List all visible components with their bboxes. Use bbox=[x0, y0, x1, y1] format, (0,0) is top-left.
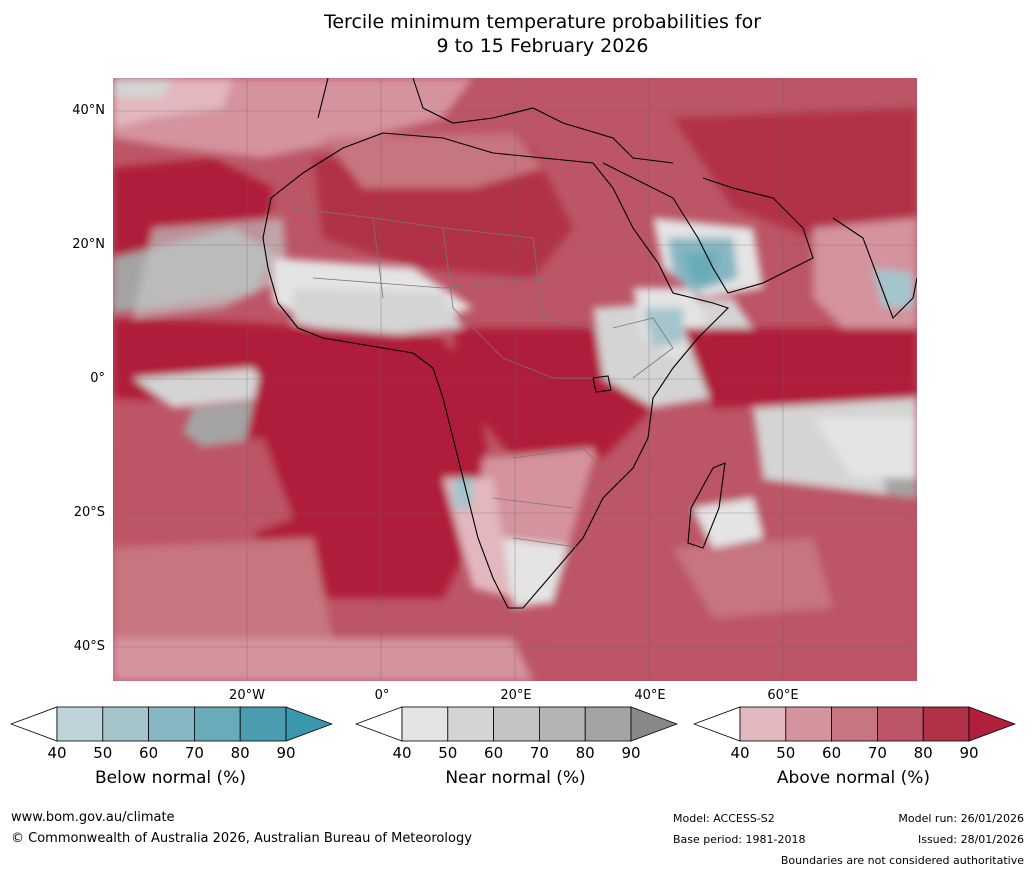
colorbar-tick-label: 80 bbox=[230, 744, 250, 762]
colorbar-segment bbox=[102, 706, 150, 742]
colorbar-tick-label: 40 bbox=[47, 744, 67, 762]
colorbar-tick-label: 40 bbox=[392, 744, 412, 762]
boundaries-text: Boundaries are not considered authoritat… bbox=[780, 854, 1024, 867]
coastlines bbox=[262, 78, 917, 609]
lon-label-40e: 40°E bbox=[634, 688, 666, 703]
base-period-text: Base period: 1981-2018 bbox=[673, 833, 806, 846]
colorbar-segment bbox=[148, 706, 195, 742]
title-line-2: 9 to 15 February 2026 bbox=[436, 35, 649, 57]
colorbar-segment bbox=[239, 706, 287, 742]
website-text: www.bom.gov.au/climate bbox=[11, 810, 175, 825]
colorbar-tick-label: 90 bbox=[276, 744, 296, 762]
colorbar-tick-label: 40 bbox=[730, 744, 750, 762]
colorbar-tick-label: 50 bbox=[438, 744, 458, 762]
colorbar-segment bbox=[56, 706, 104, 742]
model-run-text: Model run: 26/01/2026 bbox=[898, 812, 1024, 825]
colorbar-tick-label: 80 bbox=[913, 744, 933, 762]
copyright-text: © Commonwealth of Australia 2026, Austra… bbox=[11, 831, 472, 846]
lon-label-20e: 20°E bbox=[500, 688, 532, 703]
colorbar-segment bbox=[831, 706, 878, 742]
colorbar-min-triangle bbox=[355, 706, 403, 742]
colorbar-tick-label: 60 bbox=[484, 744, 504, 762]
lon-label-0: 0° bbox=[374, 688, 390, 703]
lon-label-20w: 20°W bbox=[229, 688, 265, 703]
lat-label-20n: 20°N bbox=[72, 237, 105, 252]
colorbar-tick-label: 90 bbox=[959, 744, 979, 762]
colorbar-tick-label: 50 bbox=[93, 744, 113, 762]
colorbar-segment bbox=[739, 706, 787, 742]
lat-label-0: 0° bbox=[90, 371, 105, 386]
colorbar-segment bbox=[584, 706, 632, 742]
title-line-1: Tercile minimum temperature probabilitie… bbox=[323, 11, 762, 33]
map-title: Tercile minimum temperature probabilitie… bbox=[0, 10, 1035, 58]
colorbar-tick-label: 60 bbox=[822, 744, 842, 762]
colorbar-segment bbox=[193, 706, 241, 742]
colorbar-tick-label: 70 bbox=[867, 744, 887, 762]
lat-label-40s: 40°S bbox=[73, 639, 105, 654]
model-text: Model: ACCESS-S2 bbox=[673, 812, 775, 825]
colorbar-segment bbox=[785, 706, 833, 742]
colorbar-label: Near normal (%) bbox=[445, 768, 586, 788]
colorbar-tick-label: 70 bbox=[184, 744, 204, 762]
graticule bbox=[113, 78, 917, 681]
issued-text: Issued: 28/01/2026 bbox=[917, 833, 1024, 846]
colorbar-min-triangle bbox=[10, 706, 58, 742]
colorbar-segment bbox=[876, 706, 924, 742]
probability-map bbox=[113, 78, 917, 681]
colorbar-tick-label: 60 bbox=[139, 744, 159, 762]
colorbar-1 bbox=[10, 706, 333, 742]
colorbar-2 bbox=[355, 706, 678, 742]
lat-label-40n: 40°N bbox=[72, 103, 105, 118]
colorbar-label: Below normal (%) bbox=[95, 768, 246, 788]
colorbar-segment bbox=[922, 706, 970, 742]
colorbar-tick-label: 50 bbox=[776, 744, 796, 762]
colorbar-max-triangle bbox=[630, 706, 678, 742]
lon-label-60e: 60°E bbox=[767, 688, 799, 703]
colorbar-segment bbox=[538, 706, 586, 742]
colorbar-min-triangle bbox=[693, 706, 741, 742]
colorbar-tick-label: 70 bbox=[529, 744, 549, 762]
country-borders bbox=[292, 207, 674, 549]
colorbar-max-triangle bbox=[968, 706, 1016, 742]
colorbar-3 bbox=[693, 706, 1016, 742]
colorbar-segment bbox=[401, 706, 449, 742]
colorbar-segment bbox=[493, 706, 540, 742]
probability-field bbox=[113, 78, 917, 681]
colorbar-tick-label: 80 bbox=[575, 744, 595, 762]
colorbar-label: Above normal (%) bbox=[776, 768, 931, 788]
colorbar-tick-label: 90 bbox=[621, 744, 641, 762]
colorbar-segment bbox=[447, 706, 495, 742]
colorbar-max-triangle bbox=[285, 706, 333, 742]
lat-label-20s: 20°S bbox=[73, 505, 105, 520]
